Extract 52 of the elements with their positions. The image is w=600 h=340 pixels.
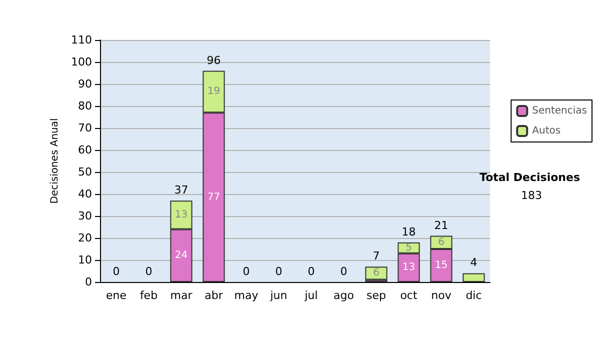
- y-tick-label: 90: [78, 78, 92, 90]
- x-tick-label: ene: [106, 289, 127, 302]
- total-label: 0: [308, 265, 315, 278]
- data-label: 5: [406, 242, 412, 254]
- y-tick-label: 50: [78, 166, 92, 178]
- bar: [462, 273, 485, 282]
- total-label: 0: [145, 265, 152, 278]
- y-tick-label: 30: [78, 210, 92, 222]
- data-label: 13: [402, 262, 416, 274]
- data-label: 6: [438, 236, 444, 248]
- data-label: 13: [174, 209, 188, 220]
- y-tick-label: 10: [78, 254, 92, 266]
- total-label: 7: [372, 250, 380, 263]
- data-label: 15: [434, 260, 448, 271]
- total-label: 0: [112, 265, 120, 278]
- total-label: 4: [470, 256, 478, 270]
- total-label: 0: [340, 265, 348, 278]
- total-label: 37: [174, 184, 188, 197]
- y-tick-label: 100: [71, 56, 92, 68]
- legend-label: Autos: [532, 126, 561, 136]
- y-tick-label: 110: [71, 34, 92, 46]
- annotation: Total Decisiones: [480, 171, 580, 184]
- y-tick-label: 60: [78, 144, 92, 156]
- x-tick-label: feb: [140, 289, 158, 302]
- x-tick-label: sep: [366, 289, 386, 302]
- total-label: 0: [242, 265, 250, 278]
- text: 183: [521, 189, 542, 202]
- x-tick-label: dic: [466, 289, 482, 302]
- total-label: 96: [206, 54, 221, 67]
- y-tick-label: 70: [78, 122, 92, 134]
- data-label: 19: [207, 86, 220, 98]
- x-tick-label: abr: [204, 289, 224, 302]
- x-tick-label: nov: [431, 289, 452, 302]
- y-tick-label: 20: [78, 232, 92, 244]
- data-label: 24: [174, 250, 188, 262]
- total-label: 0: [275, 265, 282, 278]
- x-tick-label: jun: [269, 289, 288, 302]
- y-tick-label: 40: [78, 188, 92, 200]
- x-tick-label: ago: [334, 289, 354, 302]
- total-label: 21: [434, 218, 448, 232]
- bar: [365, 266, 388, 280]
- y-axis-title: Decisiones Anual: [50, 118, 61, 204]
- x-tick-label: jul: [304, 289, 318, 302]
- x-tick-label: mar: [170, 289, 193, 302]
- y-tick-label: 0: [85, 276, 92, 288]
- data-label: 6: [373, 268, 380, 279]
- legend-label: Sentencias: [532, 106, 588, 116]
- x-tick-label: may: [234, 289, 259, 302]
- total-label: 18: [402, 225, 416, 238]
- x-tick-label: oct: [400, 289, 418, 302]
- data-label: 77: [207, 192, 220, 203]
- y-tick-label: 80: [78, 100, 92, 112]
